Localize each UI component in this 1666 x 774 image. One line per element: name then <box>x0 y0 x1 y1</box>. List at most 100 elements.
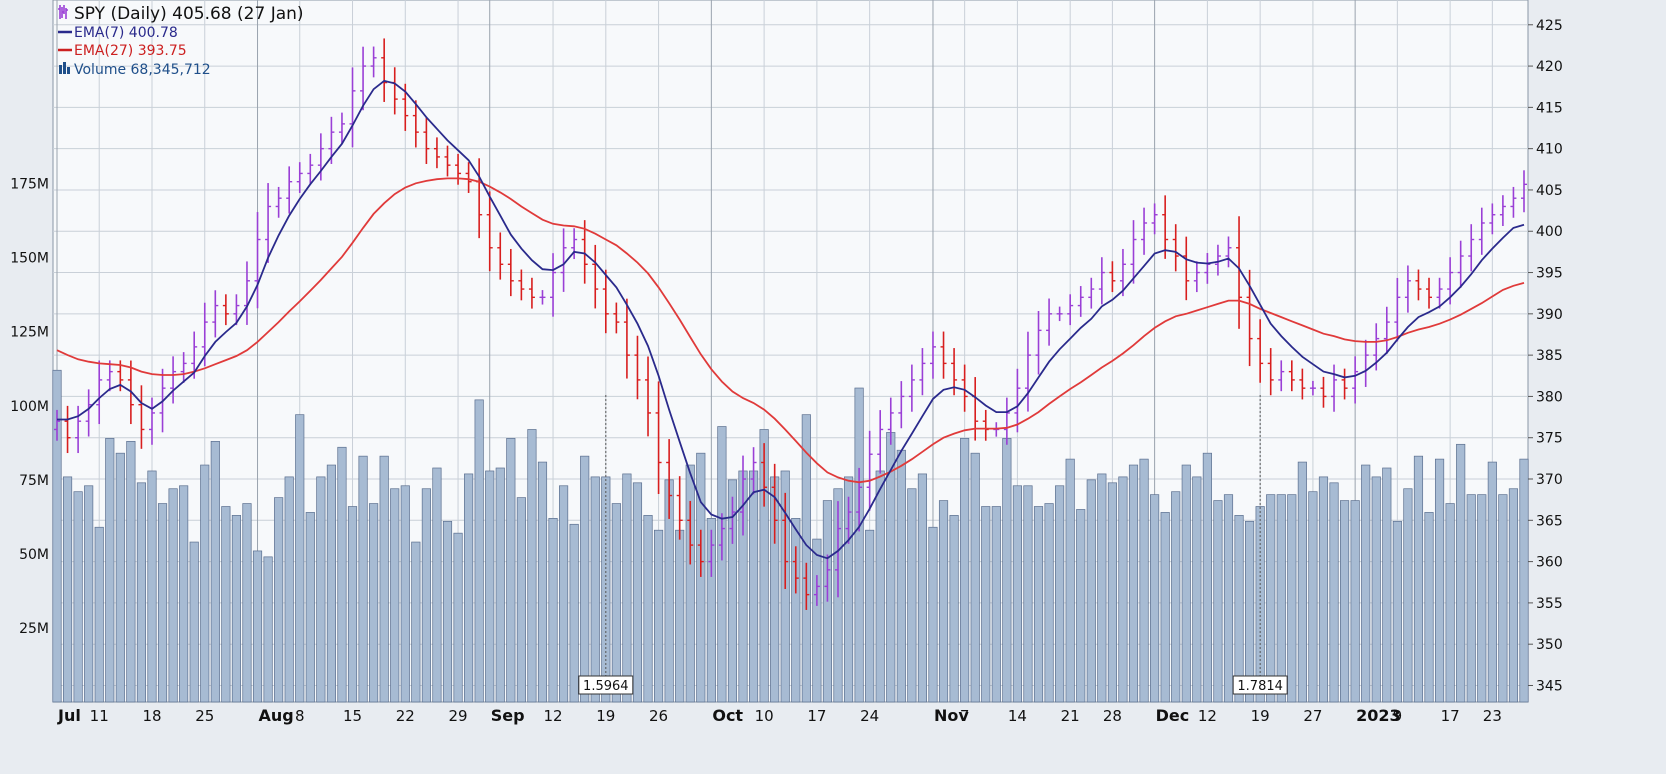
volume-bar <box>801 414 811 703</box>
volume-bar <box>1033 506 1044 703</box>
volume-bar <box>73 491 83 703</box>
ema27-line <box>56 177 1525 484</box>
volume-bar <box>1287 494 1297 703</box>
volume-bar <box>442 520 453 703</box>
volume-axis-label: 150M <box>10 251 49 267</box>
volume-bar <box>1498 494 1508 703</box>
legend-ema7: EMA(7) 400.78 <box>74 25 178 41</box>
volume-bar <box>727 479 738 703</box>
time-axis-label: 22 <box>396 707 415 725</box>
ohlc-bar <box>824 554 831 602</box>
ohlc-bar <box>539 290 546 305</box>
time-axis-label: 18 <box>142 707 161 725</box>
ohlc-bar <box>1214 244 1221 276</box>
volume-bar <box>157 503 168 703</box>
volume-bar <box>390 488 400 703</box>
volume-bar <box>654 529 664 703</box>
ohlc-bar <box>1077 286 1084 317</box>
ohlc-bar <box>1257 319 1264 383</box>
volume-bar <box>706 518 716 703</box>
volume-bar <box>305 512 315 703</box>
ohlc-bar <box>940 331 947 379</box>
time-axis-label: Nov <box>934 706 969 725</box>
volume-bar <box>1202 452 1212 703</box>
volume-bar <box>1487 461 1497 703</box>
ohlc-bar <box>929 331 936 379</box>
volume-bar <box>200 464 210 703</box>
volume-bar <box>611 503 621 703</box>
ohlc-bar <box>740 455 747 536</box>
volume-bar <box>1086 479 1096 703</box>
ohlc-bar <box>138 385 145 449</box>
volume-bar <box>1160 512 1170 703</box>
volume-bar <box>379 455 389 703</box>
ohlc-bar <box>1288 360 1295 392</box>
time-axis-label: 26 <box>649 707 668 725</box>
volume-axis-label: 125M <box>10 325 49 341</box>
volume-axis-label: 25M <box>19 621 49 637</box>
volume-bar <box>928 526 938 703</box>
volume-bar <box>252 550 263 703</box>
ohlc-bar <box>697 529 704 577</box>
volume-bar <box>981 506 991 703</box>
line-swatch-icon <box>58 24 72 42</box>
price-axis-label: 350 <box>1536 637 1563 653</box>
ohlc-bar <box>1299 368 1306 400</box>
ohlc-bar <box>645 356 652 437</box>
volume-bar <box>1002 438 1012 703</box>
volume-bar <box>548 518 558 703</box>
volume-bar <box>1466 494 1476 703</box>
ohlc-bar <box>1046 298 1053 346</box>
volume-bar <box>1181 464 1191 703</box>
line-swatch-icon <box>58 42 72 60</box>
volume-bar <box>210 440 220 703</box>
ohlc-bar <box>296 162 303 193</box>
ohlc-bar <box>412 100 419 148</box>
ohlc-bar <box>317 133 324 181</box>
ohlc-bar <box>64 405 71 454</box>
annotation-label: 1.5964 <box>583 679 629 694</box>
legend-title: SPY (Daily) 405.68 (27 Jan) <box>74 4 304 24</box>
price-axis-label: 365 <box>1536 513 1563 529</box>
time-axis-label: 25 <box>195 707 214 725</box>
ohlc-bar <box>106 360 113 392</box>
ohlc-bar <box>1352 356 1359 404</box>
volume-bar <box>1371 476 1381 703</box>
time-axis-label: Aug <box>259 706 294 725</box>
volume-bar <box>115 452 125 703</box>
ohlc-bar <box>782 492 789 590</box>
volume-bar <box>791 518 801 703</box>
price-axis-label: 395 <box>1536 266 1563 282</box>
ohlc-bar <box>1267 348 1274 396</box>
volume-bar <box>421 488 431 703</box>
price-axis-label: 345 <box>1536 678 1563 694</box>
time-axis-label: 28 <box>1103 707 1122 725</box>
ohlc-bar <box>1341 368 1348 400</box>
volume-bar <box>295 414 305 703</box>
volume-bar <box>527 429 537 703</box>
volume-bar <box>1150 494 1160 703</box>
volume-bar <box>696 452 706 703</box>
ohlc-bar <box>571 228 578 260</box>
ohlc-bar <box>455 153 462 185</box>
volume-bar <box>622 473 632 703</box>
volume-bar <box>907 488 917 703</box>
ohlc-bar <box>602 269 609 334</box>
ohlc-bar <box>866 430 873 511</box>
ohlc-bar <box>54 409 60 441</box>
volume-bar <box>1023 485 1033 703</box>
ohlc-bar <box>792 546 799 594</box>
annotation-label: 1.7814 <box>1237 679 1283 694</box>
volume-bar <box>221 506 231 703</box>
ohlc-bar <box>666 439 673 519</box>
ohlc-bar <box>1088 277 1095 309</box>
ohlc-bar <box>1067 294 1074 326</box>
volume-bar <box>580 455 590 703</box>
legend-title-row: SPY (Daily) 405.68 (27 Jan) <box>58 4 304 24</box>
ohlc-bar <box>1193 261 1200 293</box>
ohlc-bar <box>444 145 451 177</box>
ohlc-bar <box>919 348 926 396</box>
ohlc-bar <box>592 244 599 309</box>
ohlc-bar <box>349 67 356 148</box>
volume-bar <box>84 485 94 703</box>
